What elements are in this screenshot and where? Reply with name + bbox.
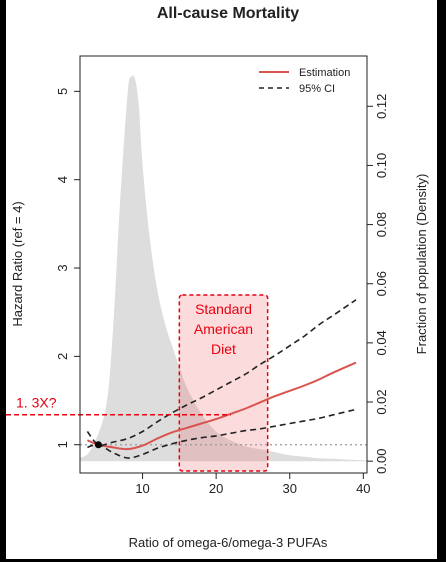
annotation-text-layer: Standard American Diet 1. 3X? — [6, 301, 253, 416]
y-tick-label: 2 — [55, 353, 70, 360]
estimation-line — [87, 361, 357, 451]
y-tick-label: 4 — [55, 176, 70, 183]
y2-tick-label: 0.12 — [374, 94, 389, 119]
x-axis-title: Ratio of omega-6/omega-3 PUFAs — [129, 535, 328, 550]
y2-tick-label: 0.10 — [374, 153, 389, 178]
plot-frame — [79, 55, 368, 474]
reference-point — [94, 441, 102, 449]
y-tick-label: 3 — [55, 264, 70, 271]
chart-title: All-cause Mortality — [157, 5, 299, 22]
chart-svg: All-cause Mortality Standard American Diet… — [6, 5, 429, 550]
y2-tick-label: 0.02 — [374, 389, 389, 414]
y-tick-label: 5 — [55, 88, 70, 95]
y2-tick-label: 0.08 — [374, 212, 389, 237]
legend-estimation-label: Estimation — [299, 67, 350, 79]
chart-container: All-cause Mortality Standard American Diet… — [6, 0, 437, 559]
ci-upper-line — [86, 299, 357, 446]
y2-axis-title: Fraction of population (Density) — [414, 174, 429, 355]
y-tick-label: 1 — [55, 441, 70, 448]
density-area — [80, 75, 367, 462]
y2-tick-label: 0.06 — [374, 271, 389, 296]
x-tick-label: 40 — [356, 481, 370, 496]
legend: Estimation 95% CI — [259, 67, 350, 95]
legend-ci-label: 95% CI — [299, 83, 335, 95]
x-tick-label: 20 — [209, 481, 223, 496]
x-tick-label: 30 — [282, 481, 296, 496]
y-axis-title: Hazard Ratio (ref = 4) — [10, 201, 25, 326]
y2-tick-label: 0.00 — [374, 449, 389, 474]
annotation-sad-line-3: Diet — [211, 341, 236, 357]
annotation-1-3x-label: 1. 3X? — [16, 395, 57, 411]
series-layer — [86, 299, 357, 459]
x-tick-label: 10 — [135, 481, 149, 496]
annotation-sad-line-1: Standard — [195, 301, 252, 317]
y2-tick-label: 0.04 — [374, 330, 389, 355]
density-layer — [80, 75, 367, 462]
axes-layer: 10 20 30 40 1 2 3 4 5 0.00 0.02 0.04 0.06 0.08 0.10 0.1… — [55, 88, 389, 496]
ci-lower-line — [87, 408, 357, 459]
annotation-sad-box — [178, 294, 269, 472]
annotation-sad-line-2: American — [194, 321, 253, 337]
annotation-box-layer — [178, 294, 269, 472]
